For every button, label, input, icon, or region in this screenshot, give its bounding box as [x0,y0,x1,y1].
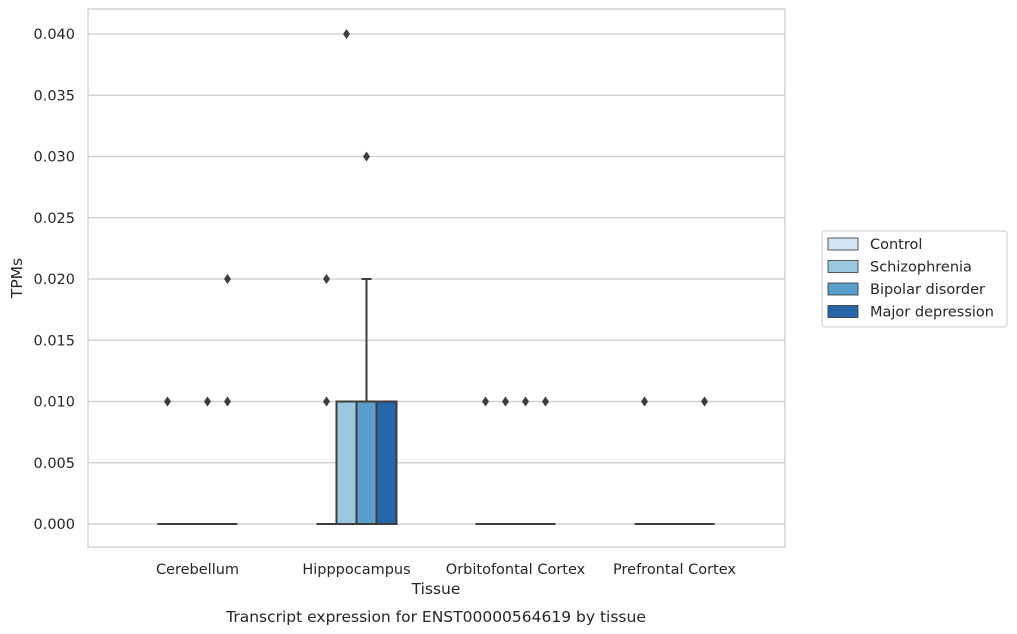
outlier-point [542,396,549,407]
outlier-point [502,396,509,407]
box-control [316,274,337,525]
outlier-point [323,396,330,407]
box-bipolar-disorder [197,396,218,525]
outlier-point [343,29,350,39]
legend-label: Bipolar disorder [870,282,985,298]
legend-swatch [827,237,859,251]
legend-label: Control [870,237,922,253]
x-tick-label: Prefrontal Cortex [613,562,736,578]
y-tick-label: 0.030 [33,150,75,166]
x-tick-label: Cerebellum [156,562,239,578]
outlier-point [363,151,370,162]
outlier-point [641,396,648,407]
outlier-point [323,274,330,284]
box-body [375,400,398,525]
y-tick-label: 0.015 [33,333,75,349]
x-tick-label: Hipppocampus [302,562,410,578]
legend: Control Schizophrenia Bipolar disorder Majo… [821,230,1008,328]
box-body [335,400,358,525]
y-tick-label: 0.005 [33,456,75,472]
y-tick-label: 0.025 [33,211,75,227]
legend-frame [821,230,1008,328]
box-schizophrenia [495,396,516,525]
x-tick-label: Orbitofontal Cortex [446,562,586,578]
y-tick-label: 0.010 [33,395,75,411]
x-tick-labels: Cerebellum Hipppocampus Orbitofontal Corte… [156,562,736,578]
box-control [157,396,178,525]
box-groups [157,29,715,525]
legend-swatch [827,282,859,296]
outlier-point [164,396,171,407]
y-tick-label: 0.000 [33,517,75,533]
x-axis-title: Tissue [411,580,461,598]
box-bipolar-disorder [355,151,378,525]
box-major-depression [694,396,715,525]
box-major-depression [375,400,398,525]
box-major-depression [217,274,238,525]
legend-swatch [827,305,859,318]
y-tick-labels: 0.000 0.005 0.010 0.015 0.020 0.025 0.030 0.035… [33,27,75,533]
box-control [634,396,655,525]
box-bipolar-disorder [515,396,536,525]
outlier-point [224,396,231,407]
y-axis-title: TPMs [8,258,26,299]
y-tick-label: 0.035 [33,88,75,104]
outlier-point [522,396,529,407]
outlier-point [224,274,231,284]
y-tick-label: 0.040 [33,27,75,43]
outlier-point [204,396,211,407]
legend-label: Schizophrenia [870,260,972,276]
box-major-depression [535,396,556,525]
legend-label: Major depression [870,305,994,321]
box-body [355,400,378,525]
y-tick-label: 0.020 [33,272,75,288]
outlier-point [701,396,708,407]
chart-caption: Transcript expression for ENST0000056461… [225,608,646,626]
box-control [475,396,496,525]
legend-swatch [827,260,859,273]
outlier-point [482,396,489,407]
plot-area [87,8,786,548]
